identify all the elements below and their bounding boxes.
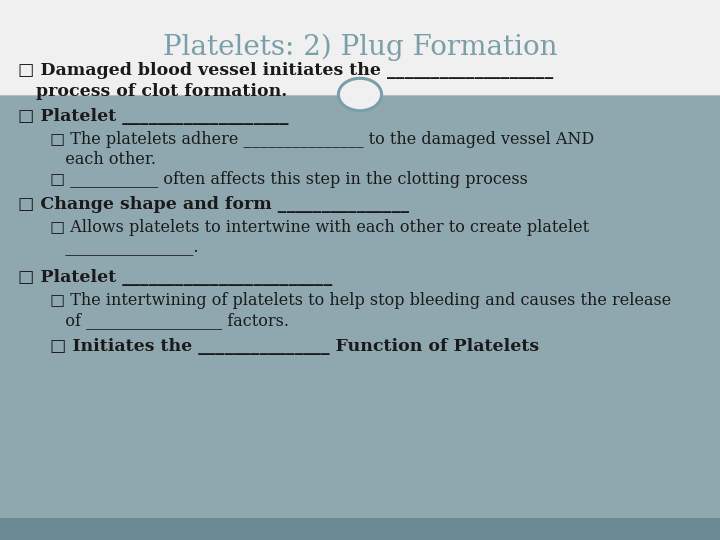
Text: each other.: each other. [50, 151, 156, 168]
Text: □ The intertwining of platelets to help stop bleeding and causes the release: □ The intertwining of platelets to help … [50, 292, 672, 309]
Text: process of clot formation.: process of clot formation. [18, 83, 287, 100]
Text: □ Allows platelets to intertwine with each other to create platelet: □ Allows platelets to intertwine with ea… [50, 219, 590, 237]
Text: ________________.: ________________. [50, 239, 199, 256]
Text: □ Initiates the _______________ Function of Platelets: □ Initiates the _______________ Function… [50, 338, 539, 355]
Text: □ Damaged blood vessel initiates the ___________________: □ Damaged blood vessel initiates the ___… [18, 62, 553, 79]
Text: of _________________ factors.: of _________________ factors. [50, 312, 289, 329]
Text: □ The platelets adhere _______________ to the damaged vessel AND: □ The platelets adhere _______________ t… [50, 131, 595, 148]
Text: □ Platelet ___________________: □ Platelet ___________________ [18, 107, 289, 125]
Text: □ ___________ often affects this step in the clotting process: □ ___________ often affects this step in… [50, 171, 528, 188]
FancyBboxPatch shape [0, 0, 720, 94]
FancyBboxPatch shape [0, 518, 720, 540]
Text: □ Change shape and form _______________: □ Change shape and form _______________ [18, 195, 409, 213]
Circle shape [338, 78, 382, 111]
Text: □ Platelet ________________________: □ Platelet ________________________ [18, 268, 332, 286]
Text: Platelets: 2) Plug Formation: Platelets: 2) Plug Formation [163, 33, 557, 61]
